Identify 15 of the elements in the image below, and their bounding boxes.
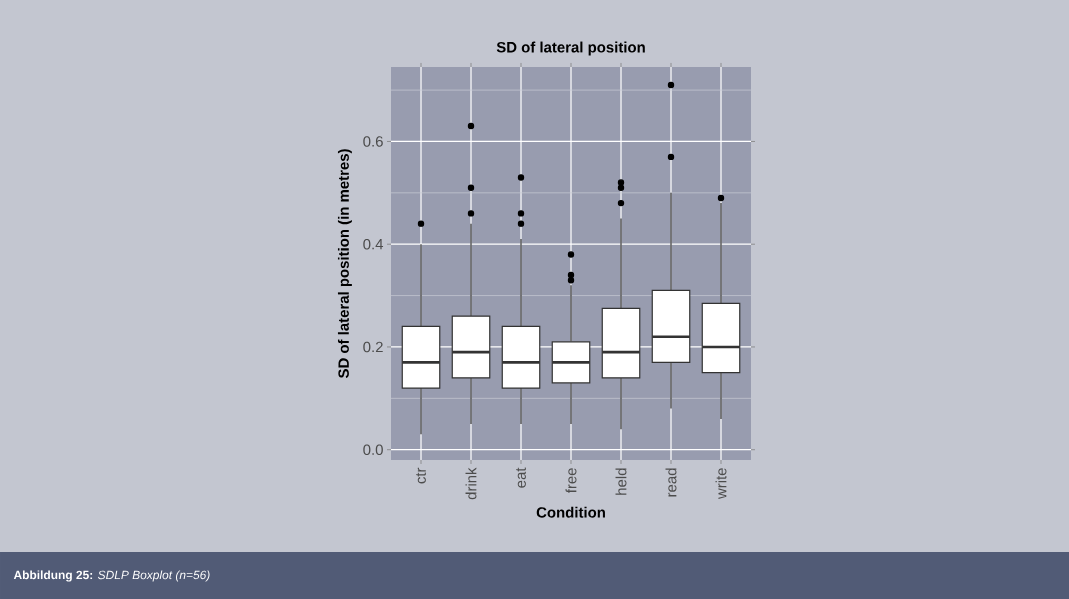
y-tick-label: 0.6	[363, 136, 383, 147]
x-tick-label: read	[665, 468, 677, 497]
x-tick-label: held	[615, 468, 627, 495]
x-tick-label: write	[715, 468, 727, 500]
chart-title: SD of lateral position	[496, 41, 645, 56]
x-axis-title: Condition	[536, 506, 605, 518]
x-tick-label: eat	[516, 467, 526, 488]
text: Abbildung 25: SDLP Boxplot (n=56)	[13, 570, 210, 582]
x-tick-label: ctr	[416, 467, 426, 484]
y-axis-title: SD of lateral position (in metres)	[337, 149, 352, 379]
y-tick-label: 0.0	[363, 444, 383, 455]
y-tick-label: 0.2	[363, 341, 383, 353]
x-tick-label: free	[565, 468, 577, 494]
y-tick-label: 0.4	[363, 238, 384, 250]
x-tick-label: drink	[465, 467, 477, 500]
